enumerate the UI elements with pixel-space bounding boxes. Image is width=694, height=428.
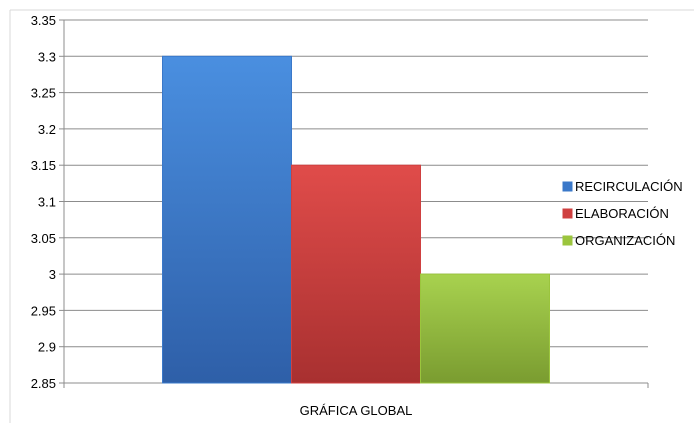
legend-label: RECIRCULACIÓN [575, 179, 683, 194]
legend-label: ELABORACIÓN [575, 206, 669, 221]
y-tick-label: 3.3 [38, 49, 56, 64]
y-tick-label: 3.35 [31, 13, 56, 28]
bar-recirculación [162, 55, 292, 384]
y-tick-label: 2.95 [31, 303, 56, 318]
legend-swatch [562, 235, 573, 246]
legend-swatch [562, 181, 573, 192]
bar-organización [420, 273, 550, 384]
y-tick-label: 2.85 [31, 376, 56, 391]
y-tick-label: 3.1 [38, 195, 56, 210]
bars [162, 55, 550, 384]
bar-elaboración [291, 164, 421, 384]
axis-labels: 2.85 2.9 2.95 3 3.05 3.1 3.15 3.2 3.25 3.3 3.35 GRÁ… [31, 13, 413, 418]
y-tick-label: 3 [49, 267, 56, 282]
legend-label: ORGANIZACIÓN [575, 233, 675, 248]
legend-swatch [562, 208, 573, 219]
y-tick-label: 3.2 [38, 122, 56, 137]
legend: RECIRCULACIÓN ELABORACIÓN ORGANIZACIÓN [562, 179, 683, 248]
y-tick-label: 3.15 [31, 158, 56, 173]
y-tick-label: 3.25 [31, 86, 56, 101]
x-category-label: GRÁFICA GLOBAL [300, 403, 413, 418]
y-tick-label: 2.9 [38, 340, 56, 355]
y-tick-label: 3.05 [31, 231, 56, 246]
